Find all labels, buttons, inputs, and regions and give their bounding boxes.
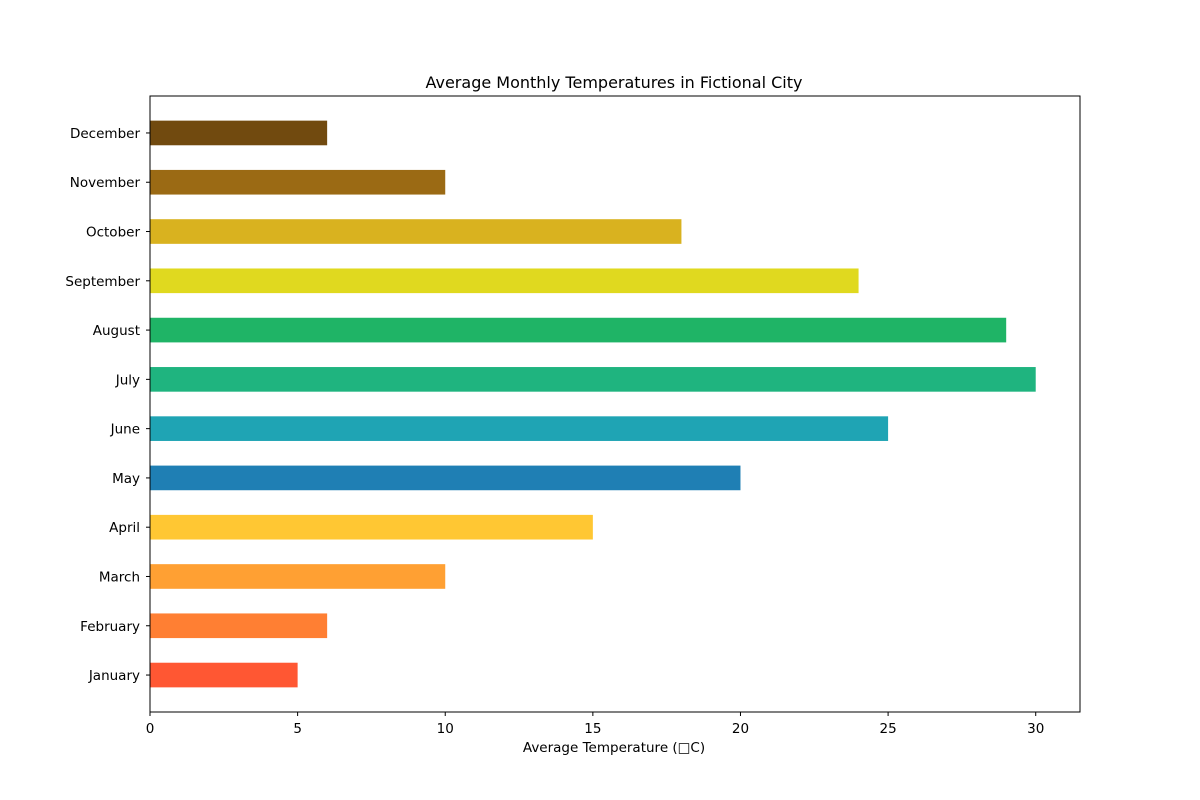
y-tick-label-april: April xyxy=(109,520,140,536)
x-tick-label: 20 xyxy=(732,721,749,737)
y-tick-label-november: November xyxy=(70,175,141,191)
bar-october xyxy=(150,219,682,244)
chart-title: Average Monthly Temperatures in Fictiona… xyxy=(425,73,802,92)
bar-july xyxy=(150,367,1036,392)
bar-september xyxy=(150,268,859,294)
y-tick-label-february: February xyxy=(80,619,140,635)
x-tick-label: 25 xyxy=(880,721,897,737)
y-tick-label-march: March xyxy=(99,569,140,585)
bars-group xyxy=(150,120,1036,688)
bar-may xyxy=(150,465,741,491)
x-tick-label: 15 xyxy=(584,721,601,737)
y-tick-label-august: August xyxy=(93,323,140,339)
bar-august xyxy=(150,317,1007,343)
bar-january xyxy=(150,662,298,688)
y-tick-label-june: June xyxy=(110,422,140,438)
y-tick-label-october: October xyxy=(86,225,140,241)
y-tick-label-may: May xyxy=(112,471,140,487)
x-axis-ticks: 0 5 10 15 20 25 30 xyxy=(146,712,1044,737)
bar-march xyxy=(150,564,446,589)
plot-frame xyxy=(149,95,1081,713)
bar-february xyxy=(150,613,328,639)
x-axis-label: Average Temperature (□C) xyxy=(523,740,705,756)
x-tick-label: 30 xyxy=(1027,721,1044,737)
y-axis-ticks: January February March April May June July Augu… xyxy=(65,126,150,684)
y-tick-label-september: September xyxy=(65,274,140,290)
y-tick-label-december: December xyxy=(70,126,140,142)
bar-november xyxy=(150,169,446,195)
bar-june xyxy=(150,416,889,441)
y-tick-label-january: January xyxy=(88,668,140,684)
y-tick-label-july: July xyxy=(115,372,140,388)
x-tick-label: 0 xyxy=(146,721,155,737)
bar-april xyxy=(150,514,593,540)
bar-december xyxy=(150,120,328,146)
x-tick-label: 10 xyxy=(437,721,454,737)
x-tick-label: 5 xyxy=(293,721,302,737)
